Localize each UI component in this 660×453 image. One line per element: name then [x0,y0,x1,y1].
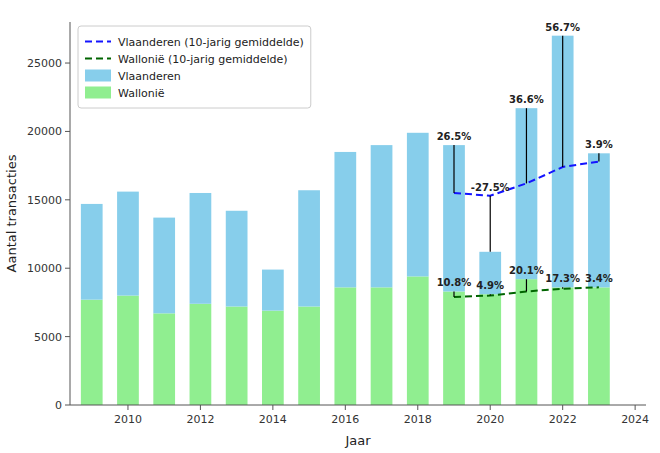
bar [552,36,574,288]
x-tick-label: 2022 [549,413,577,426]
x-axis-line [70,405,646,406]
x-tick [272,405,273,410]
annotation-texts: 26.5% -27.5% 36.6% 56.7% 3.9% 10.8% 4.9% 20.1%1… [437,22,613,292]
bar [298,190,320,306]
annotation-text: 56.7% [545,22,580,33]
y-tick-label: 15000 [27,194,62,207]
x-tick [635,405,636,410]
bar [516,108,538,279]
annotation-line [453,291,454,296]
bar [479,294,501,405]
plot-area [81,36,610,405]
legend-swatch [85,41,111,43]
legend-label: Wallonië [118,87,165,100]
legend-label: Vlaanderen (10-jarig gemiddelde) [118,36,304,49]
y-tick [65,63,70,64]
annotation-text: 26.5% [437,131,472,142]
x-tick-label: 2012 [186,413,214,426]
y-tick [65,268,70,269]
x-tick-label: 2020 [476,413,504,426]
x-tick [490,405,491,410]
annotation-text: 20.1% [509,265,544,276]
annotation-line [453,145,454,193]
bar [81,300,103,405]
x-tick-label: 2024 [621,413,649,426]
x-tick-label: 2018 [404,413,432,426]
bar [81,204,103,300]
y-tick-label: 10000 [27,262,62,275]
annotation-text: -27.5% [471,182,510,193]
bar [226,211,248,307]
x-tick [562,405,563,410]
bar [371,145,393,287]
legend-swatch [85,87,111,99]
chart: 26.5%-27.5%36.6%56.7%3.9%10.8%4.9%20.1%1… [0,0,660,453]
annotation-text: 4.9% [476,280,504,291]
bar [117,296,139,405]
y-tick [65,199,70,200]
legend-box [78,26,311,108]
x-axis-label: Jaar [344,433,371,448]
y-axis-label: Aantal transacties [4,154,19,272]
legend-swatch [85,70,111,82]
bar [153,218,175,314]
bar-series [81,36,610,314]
annotation-text: 10.8% [437,277,472,288]
y-tick-label: 20000 [27,125,62,138]
axes: 0 5000 10000 15000 20000 25000 2010 2012 2014 201… [27,22,649,426]
annotation-text: 3.4% [585,273,613,284]
y-axis-line [70,22,71,405]
x-tick [345,405,346,410]
legend-swatch [85,58,111,60]
bar [262,270,284,311]
legend-label: Vlaanderen [118,70,181,83]
bar [153,313,175,405]
annotation-text: 36.6% [509,94,544,105]
annotation-text: 17.3% [545,273,580,284]
bar [334,152,356,287]
x-tick-label: 2010 [114,413,142,426]
bar [371,287,393,405]
bar [552,287,574,405]
x-tick [127,405,128,410]
bar [588,153,610,287]
bar [407,133,429,277]
annotation-line [526,279,527,291]
x-tick [417,405,418,410]
y-tick [65,336,70,337]
y-tick-label: 5000 [34,331,62,344]
bar [226,307,248,405]
bar [262,311,284,405]
annotation-lines [454,36,599,297]
annotation-line [526,108,527,183]
bar [117,192,139,296]
bar [443,145,465,291]
bar [190,304,212,405]
bar [190,193,212,304]
annotation-line [562,287,563,288]
annotation-line [598,153,599,161]
bar [298,307,320,405]
annotation-line [490,196,491,252]
y-tick-label: 25000 [27,57,62,70]
annotation-line [490,294,491,295]
y-tick [65,405,70,406]
y-tick [65,131,70,132]
annotation-line [562,36,563,167]
bar [516,279,538,405]
bar [407,276,429,405]
bar [443,291,465,405]
x-tick-label: 2014 [259,413,287,426]
legend: Vlaanderen (10-jarig gemiddelde) Wallonië… [78,26,311,108]
bar [334,287,356,405]
y-tick-label: 0 [55,399,62,412]
x-tick-label: 2016 [331,413,359,426]
legend-label: Wallonië (10-jarig gemiddelde) [118,53,288,66]
annotation-text: 3.9% [585,139,613,150]
bar [588,287,610,405]
x-tick [200,405,201,410]
